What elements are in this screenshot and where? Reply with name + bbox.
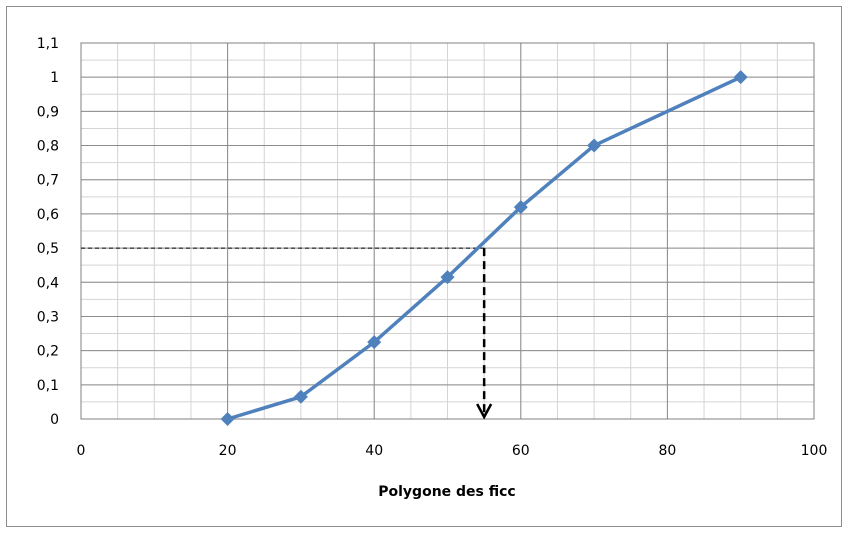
x-tick-label: 0 [77,443,86,459]
minor-grid [80,42,815,420]
y-tick-label: 1 [50,70,59,86]
y-tick-label: 0,6 [37,207,59,223]
x-tick-label: 80 [658,443,676,459]
data-point-marker [440,270,455,285]
annotations [81,247,493,420]
y-tick-label: 1,1 [37,36,59,52]
series-group [220,70,748,426]
data-point-marker [587,138,602,153]
y-tick-label: 0 [50,412,59,428]
x-tick-label: 100 [801,443,828,459]
y-tick-label: 0,7 [37,173,59,189]
x-tick-label: 40 [365,443,383,459]
y-tick-label: 0,3 [37,309,59,325]
x-tick-label: 60 [512,443,530,459]
y-tick-label: 0,2 [37,344,59,360]
data-point-marker [293,389,308,404]
plot-border [80,42,815,420]
x-axis-title: Polygone des ficc [378,484,515,500]
y-tick-label: 0,8 [37,139,59,155]
y-tick-label: 0,5 [37,241,59,257]
data-point-marker [220,412,235,426]
y-tick-label: 0,4 [37,275,59,291]
median-arrow-head [476,403,493,420]
x-tick-labels: 0 20 40 60 80 100 [77,443,828,459]
y-tick-label: 0,1 [37,378,59,394]
data-point-marker [733,70,748,85]
major-grid [80,42,815,420]
data-point-marker [513,200,528,215]
y-tick-label: 0,9 [37,104,59,120]
data-point-marker [367,335,382,350]
y-tick-labels: 0 0,1 0,2 0,3 0,4 0,5 0,6 0,7 0,8 0,9 1 1,1 [37,36,59,428]
x-tick-label: 20 [219,443,237,459]
